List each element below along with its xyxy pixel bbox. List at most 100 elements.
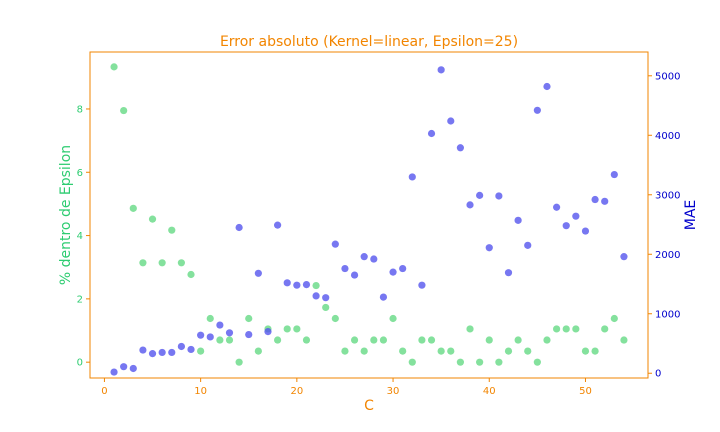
pct-point [139, 259, 147, 267]
right-axis-ticks: 0 1000 2000 3000 4000 5000 [648, 71, 680, 380]
mae-point [418, 281, 426, 289]
mae-points [110, 66, 628, 376]
left-tick-label: 2 [77, 294, 83, 305]
mae-point [235, 223, 243, 232]
mae-point [129, 364, 137, 373]
pct-point [437, 347, 445, 355]
mae-point [168, 348, 176, 357]
mae-point [437, 66, 445, 74]
plot-frame [89, 51, 649, 379]
pct-point [524, 347, 532, 355]
left-tick-label: 4 [77, 231, 83, 242]
pct-point [312, 281, 320, 290]
pct-point [274, 336, 282, 344]
pct-point [225, 336, 234, 344]
pct-point [197, 347, 205, 355]
mae-point [322, 294, 330, 302]
pct-point [177, 259, 185, 267]
right-tick-label: 1000 [655, 309, 680, 320]
mae-point [562, 222, 570, 230]
mae-point [572, 212, 580, 220]
pct-point [408, 358, 416, 366]
mae-point [225, 329, 234, 337]
pct-point [610, 314, 618, 323]
pct-point [591, 347, 599, 355]
mae-point [370, 255, 378, 263]
mae-point [283, 279, 291, 287]
pct-point [427, 336, 436, 344]
x-axis-label: C [364, 398, 374, 414]
pct-point [360, 347, 368, 355]
pct-point [293, 325, 301, 333]
mae-point [245, 330, 253, 339]
pct-point [399, 347, 407, 355]
mae-point [158, 348, 166, 357]
left-axis-ticks: 0 2 4 6 8 [77, 104, 90, 369]
mae-point [274, 221, 282, 229]
pct-point [562, 325, 570, 333]
pct-point [283, 325, 291, 333]
mae-point [581, 227, 590, 235]
pct-point [620, 336, 628, 344]
mae-point [620, 253, 628, 261]
pct-point [572, 325, 580, 333]
right-tick-label: 5000 [655, 71, 680, 82]
x-axis-ticks: 0 10 20 30 40 50 [101, 378, 592, 397]
pct-point [495, 358, 503, 366]
mae-point [533, 106, 541, 114]
right-tick-label: 0 [655, 369, 661, 380]
pct-point [466, 325, 474, 333]
pct-point [456, 358, 464, 366]
mae-point [495, 192, 503, 200]
mae-point [264, 327, 272, 336]
x-tick-label: 40 [483, 386, 496, 397]
pct-point [216, 336, 224, 344]
right-tick-label: 4000 [655, 131, 680, 142]
mae-point [553, 203, 561, 211]
mae-point [254, 269, 262, 277]
pct-point [158, 259, 166, 267]
pct-point [148, 215, 157, 223]
mae-point [476, 191, 484, 199]
mae-point [456, 144, 464, 152]
x-tick-label: 20 [290, 386, 303, 397]
pct-point [254, 347, 262, 355]
mae-point [514, 216, 522, 224]
mae-point [187, 345, 195, 354]
pct-point [187, 270, 195, 279]
pct-point [389, 314, 397, 323]
pct-point [485, 336, 493, 344]
pct-point [379, 336, 388, 344]
pct-point [447, 347, 455, 355]
pct-point [341, 347, 349, 355]
x-tick-label: 30 [387, 386, 400, 397]
right-y-axis-label: MAE [683, 200, 699, 231]
mae-point [379, 293, 388, 301]
left-tick-label: 8 [77, 104, 83, 115]
mae-point [408, 173, 416, 181]
mae-point [591, 195, 599, 204]
mae-point [447, 117, 455, 125]
pct-point [235, 358, 243, 366]
x-tick-label: 0 [101, 386, 107, 397]
mae-point [610, 170, 618, 179]
pct-point [418, 336, 426, 344]
pct-point [168, 226, 176, 234]
x-tick-label: 50 [579, 386, 592, 397]
pct-within-epsilon-points [110, 63, 628, 366]
mae-point [399, 264, 407, 273]
pct-point [514, 336, 522, 344]
pct-point [476, 358, 484, 366]
mae-point [360, 253, 368, 261]
chart-title: Error absoluto (Kernel=linear, Epsilon=2… [220, 34, 518, 50]
mae-point [120, 363, 128, 371]
mae-point [341, 264, 349, 273]
mae-point [216, 321, 224, 329]
pct-point [350, 336, 359, 344]
pct-point [245, 314, 253, 323]
pct-point [533, 358, 541, 366]
mae-point [148, 350, 157, 358]
mae-point [293, 281, 301, 289]
mae-point [427, 129, 436, 138]
